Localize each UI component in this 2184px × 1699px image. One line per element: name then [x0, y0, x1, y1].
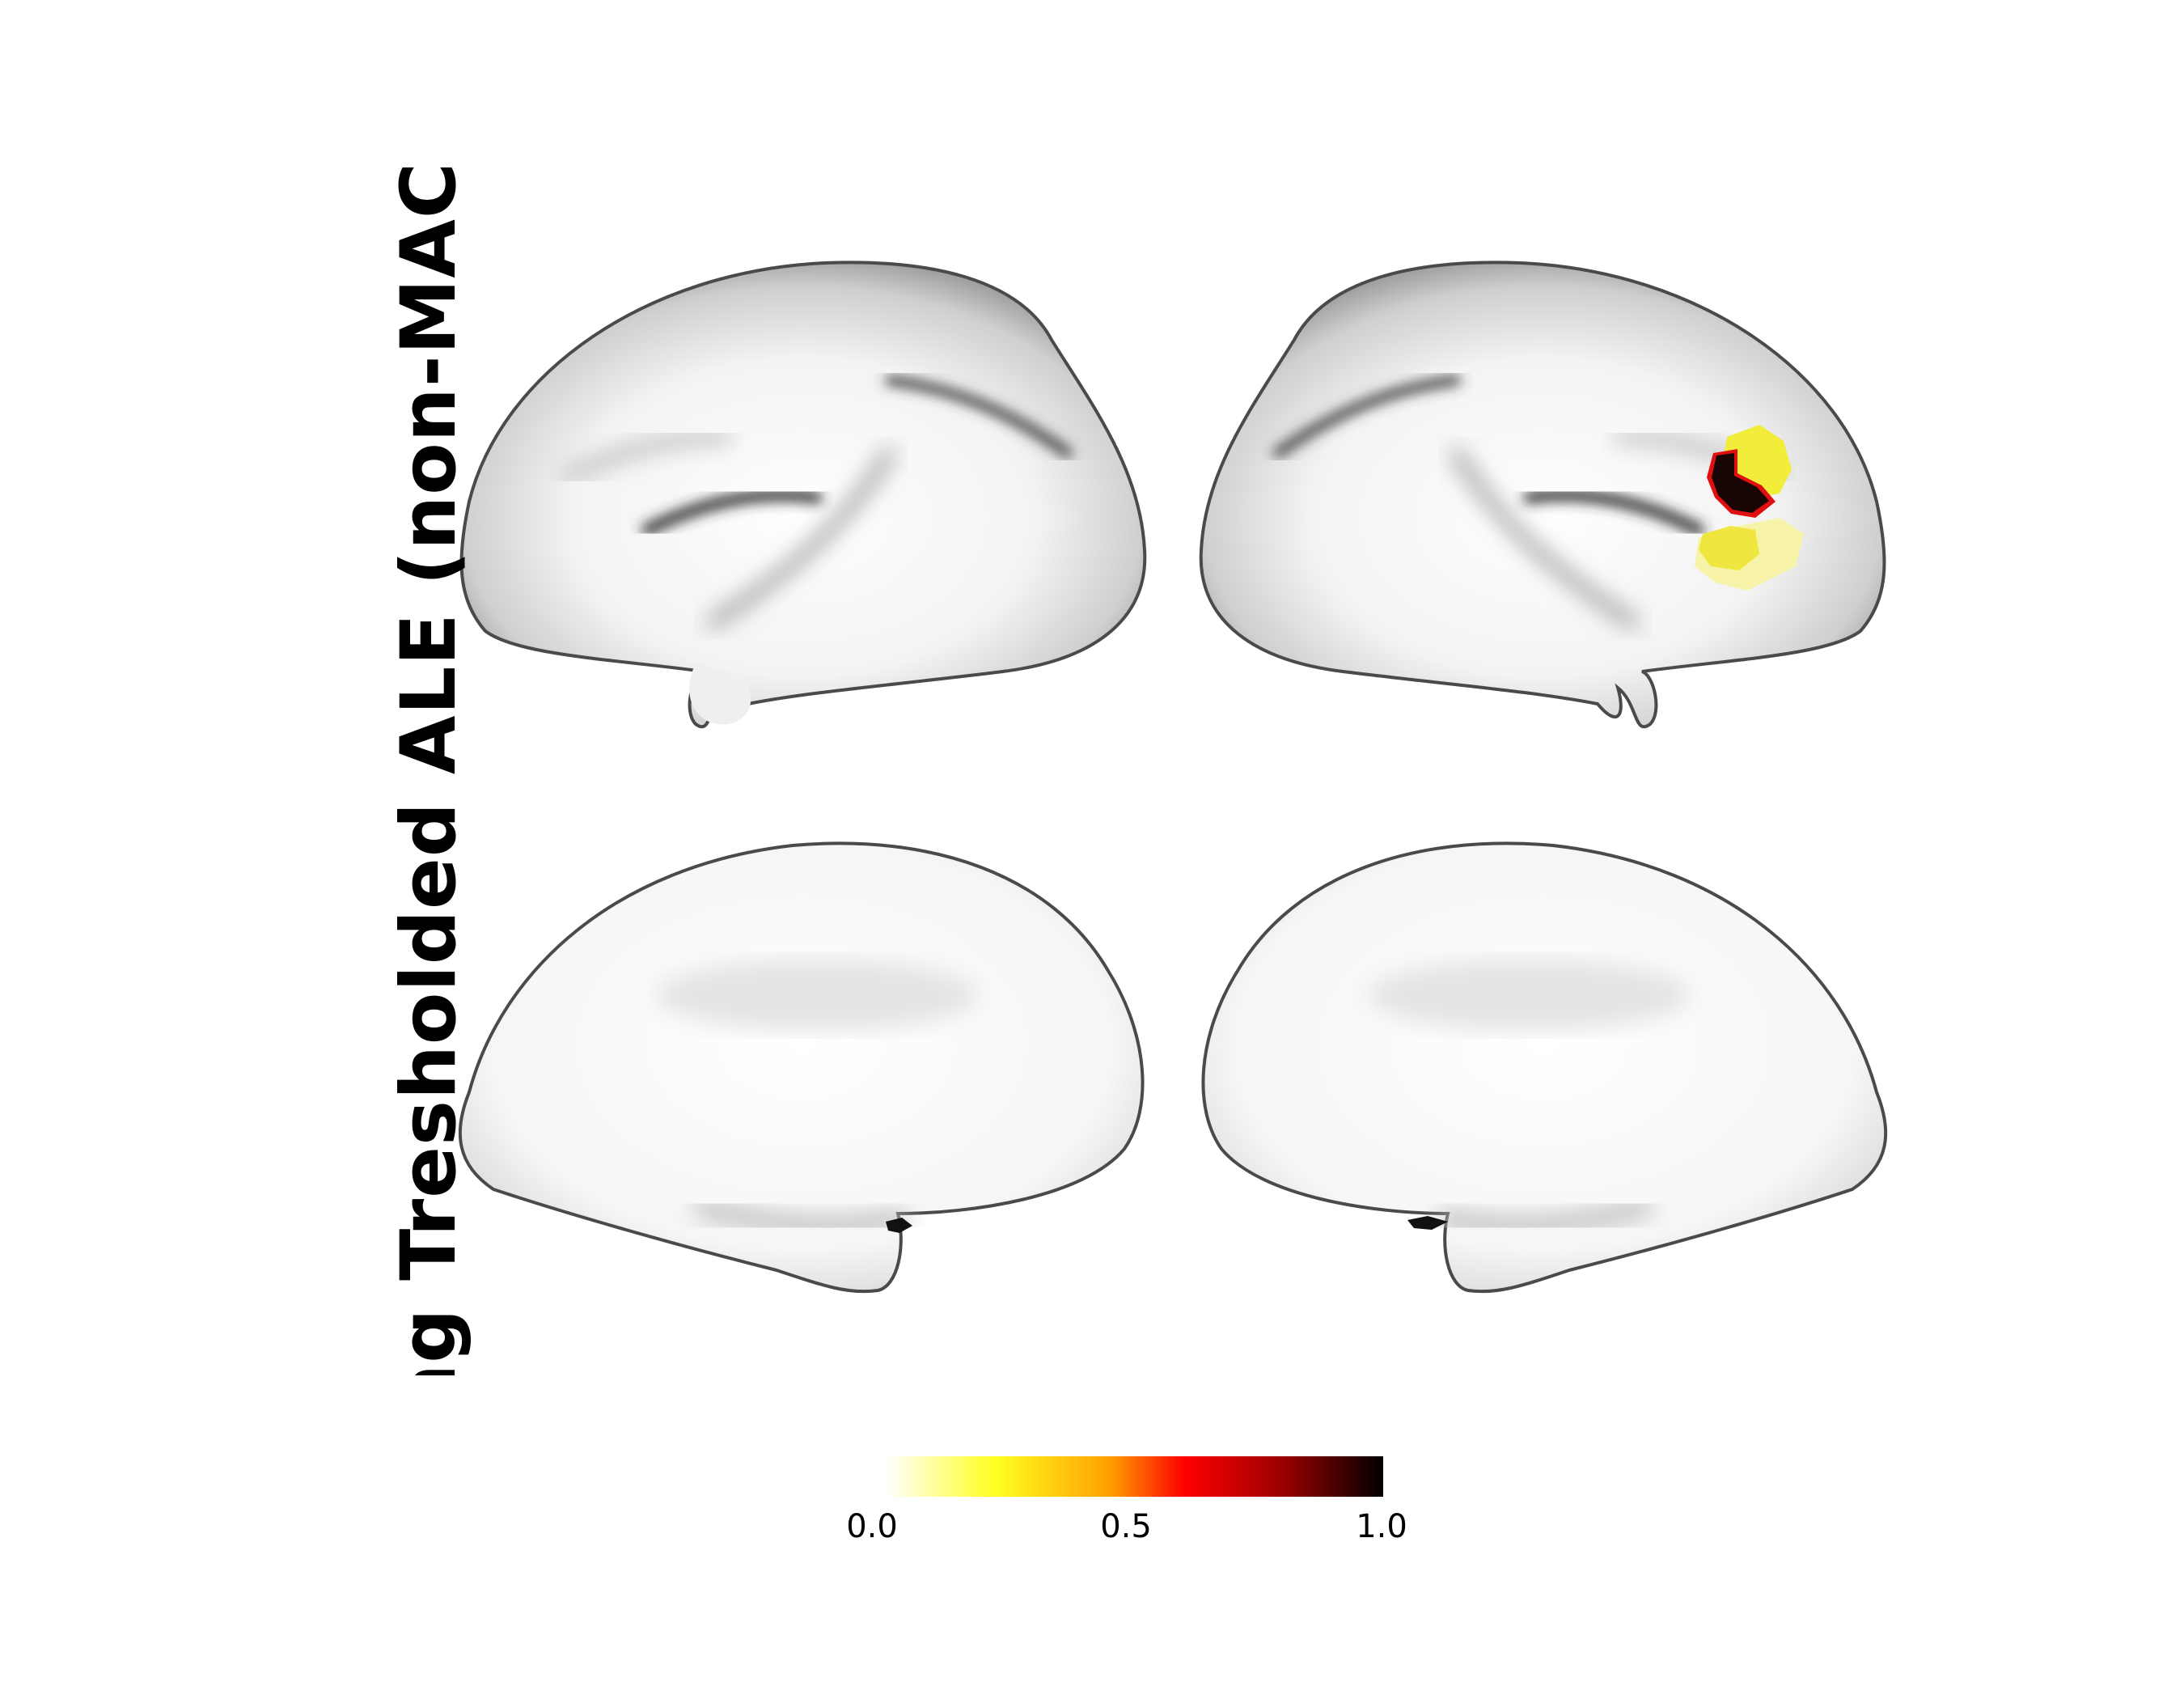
left-central-sulcus: [885, 375, 1073, 458]
right-medial-surface: [1201, 841, 1888, 1294]
colorbar-gradient: [886, 1456, 1383, 1497]
right-lateral-hemisphere: [1199, 261, 1886, 728]
colorbar-tick-max: 1.0: [1356, 1508, 1407, 1545]
right-medial-cingulate-shade: [1367, 959, 1691, 1032]
colorbar: 0.0 0.5 1.0: [846, 1456, 1407, 1545]
left-medial-basal-shade: [692, 1197, 908, 1235]
right-medial-activation-spot: [1407, 1216, 1448, 1230]
right-medial-basal-shade: [1437, 1197, 1653, 1235]
left-temporal-pole: [689, 663, 751, 725]
left-sts: [708, 449, 894, 627]
left-medial-activation-spot: [886, 1218, 912, 1233]
side-title: ecreasing Tresholded ALE (non-MAC: [384, 162, 473, 1375]
activation-yellow-lower: [1699, 526, 1759, 570]
right-ifg-activation-cluster: [1695, 425, 1804, 591]
colorbar-tick-mid: 0.5: [1100, 1508, 1152, 1545]
right-sylvian-fissure: [1523, 489, 1704, 536]
activation-dark-core: [1712, 453, 1769, 513]
colorbar-tick-min: 0.0: [846, 1508, 898, 1545]
right-sts: [1452, 449, 1638, 627]
left-sylvian-fissure: [641, 489, 823, 536]
left-lateral-hemisphere: [459, 261, 1147, 728]
left-frontal-sulcus: [562, 433, 732, 481]
left-medial-surface: [458, 841, 1145, 1294]
left-medial-hemisphere: [458, 841, 1145, 1294]
right-medial-hemisphere: [1201, 841, 1888, 1294]
right-central-sulcus: [1273, 375, 1461, 458]
left-medial-cingulate-shade: [655, 959, 979, 1032]
side-title-container: ecreasing Tresholded ALE (non-MAC: [340, 162, 485, 1375]
